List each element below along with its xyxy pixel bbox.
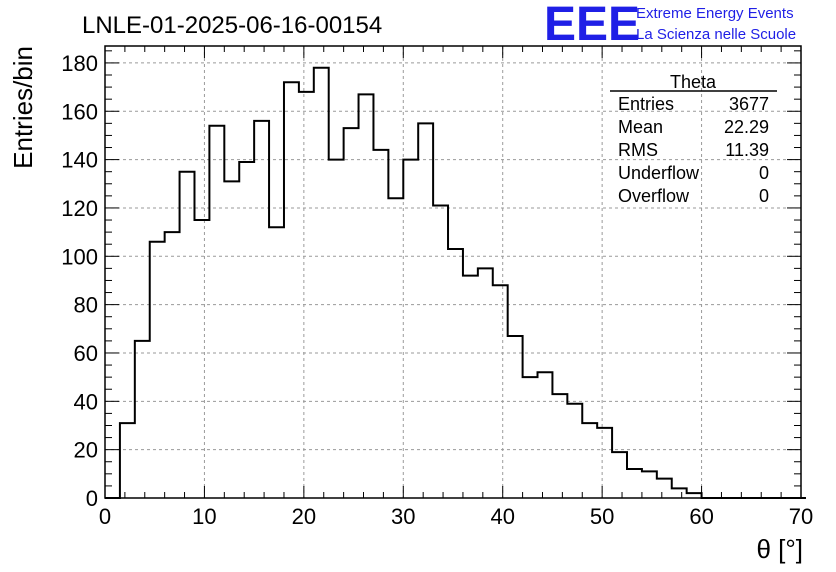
y-tick-label: 20: [74, 438, 98, 463]
stats-row-label: RMS: [618, 140, 658, 160]
y-tick-label: 60: [74, 341, 98, 366]
y-axis-title: Entries/bin: [8, 46, 38, 169]
logo: EEE Extreme Energy Events La Scienza nel…: [544, 0, 796, 51]
histogram-bin: [403, 160, 418, 498]
y-tick-label: 100: [61, 244, 98, 269]
stats-row-label: Entries: [618, 94, 674, 114]
histogram-bin: [627, 469, 642, 498]
stats-row-value: 22.29: [724, 117, 769, 137]
x-tick-label: 70: [789, 504, 813, 529]
x-tick-label: 20: [292, 504, 316, 529]
histogram-bins: [120, 68, 702, 498]
x-tick-labels: 0 10 20 30 40 50 60 70: [99, 504, 813, 529]
histogram-bin: [448, 249, 463, 498]
histogram-bin: [478, 268, 493, 498]
y-tick-label: 180: [61, 51, 98, 76]
logo-mark: EEE: [544, 0, 640, 51]
logo-line-1: Extreme Energy Events: [636, 5, 794, 22]
histogram-bin: [567, 404, 582, 498]
plot-frame: [104, 45, 802, 499]
stats-row-label: Mean: [618, 117, 663, 137]
histogram-bin: [269, 227, 284, 498]
stats-row-value: 11.39: [725, 140, 769, 160]
stats-row-value: 0: [759, 163, 769, 183]
histogram-bin: [194, 220, 209, 498]
histogram-bin: [329, 160, 344, 498]
histogram-bin: [672, 488, 687, 498]
x-tick-label: 0: [99, 504, 111, 529]
grid: [105, 46, 801, 498]
histogram-bin: [523, 377, 538, 498]
histogram-bin: [373, 150, 388, 498]
logo-line-2: La Scienza nelle Scuole: [636, 26, 796, 43]
histogram-bin: [582, 423, 597, 498]
histogram-bin: [150, 242, 165, 498]
x-tick-label: 10: [192, 504, 216, 529]
stats-row-value: 3677: [729, 94, 769, 114]
histogram-bin: [120, 423, 135, 498]
histogram-bin: [165, 232, 180, 498]
histogram-bin: [463, 276, 478, 498]
y-tick-label: 0: [86, 486, 98, 511]
histogram-bin: [344, 128, 359, 498]
histogram-bin: [642, 471, 657, 498]
histogram-bin: [224, 181, 239, 498]
histogram-bin: [508, 336, 523, 498]
y-tick-label: 120: [61, 196, 98, 221]
histogram-bin: [314, 68, 329, 498]
y-tick-label: 80: [74, 293, 98, 318]
x-tick-label: 60: [689, 504, 713, 529]
x-axis-title: θ [°]: [756, 534, 803, 564]
histogram-bin: [538, 372, 553, 498]
histogram-bin: [552, 394, 567, 498]
y-tick-label: 40: [74, 389, 98, 414]
histogram-bin: [418, 123, 433, 498]
histogram-bin: [254, 121, 269, 498]
histogram-bin: [433, 206, 448, 498]
x-tick-label: 40: [490, 504, 514, 529]
x-tick-label: 30: [391, 504, 415, 529]
y-tick-label: 140: [61, 148, 98, 173]
histogram-bin: [299, 92, 314, 498]
chart-title: LNLE-01-2025-06-16-00154: [82, 12, 382, 39]
histogram-bin: [657, 479, 672, 498]
histogram-bin: [284, 82, 299, 498]
stats-box-title: Theta: [670, 72, 717, 92]
histogram-outline: [105, 66, 806, 499]
axis-ticks: [104, 46, 802, 499]
histogram-bin: [493, 285, 508, 498]
histogram-bin: [135, 341, 150, 498]
histogram-bin: [359, 94, 374, 498]
y-tick-labels: 0 20 40 60 80 100 120 140 160 180: [61, 51, 98, 511]
stats-row-value: 0: [759, 186, 769, 206]
histogram-bin: [388, 198, 403, 498]
histogram-bin: [239, 162, 254, 498]
stats-row-label: Overflow: [618, 186, 690, 206]
stats-box: Theta Entries 3677 Mean 22.29 RMS 11.39 Underf…: [610, 72, 777, 206]
stats-rows: Entries 3677 Mean 22.29 RMS 11.39 Underflow 0 Ov…: [618, 94, 769, 206]
x-tick-label: 50: [590, 504, 614, 529]
histogram-bin: [209, 126, 224, 498]
stats-row-label: Underflow: [618, 163, 700, 183]
y-tick-label: 160: [61, 99, 98, 124]
histogram-bin: [180, 172, 195, 498]
histogram-bin: [612, 452, 627, 498]
histogram-bin: [597, 428, 612, 498]
